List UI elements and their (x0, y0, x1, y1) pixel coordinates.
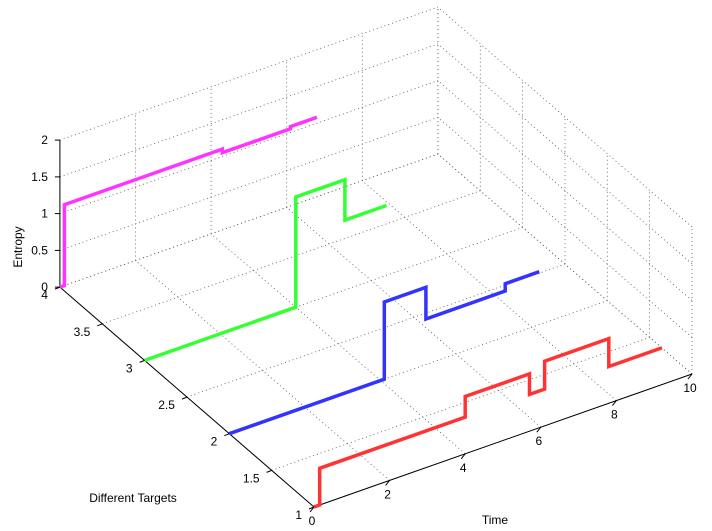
back-wall-gridline-z (59, 117, 439, 251)
y-tick-label: 3 (126, 361, 133, 375)
x-tick-mark (309, 506, 315, 513)
y-tick-mark (308, 506, 315, 510)
floor-gridline-y (102, 190, 481, 325)
back-gridlines (59, 6, 693, 508)
x-tick-mark (612, 400, 617, 406)
x-tick-label: 6 (535, 434, 542, 448)
floor-gridline-y (271, 337, 650, 471)
series-line-target-2 (228, 270, 540, 436)
z-tick-label: 1 (41, 207, 48, 221)
x-tick-label: 0 (309, 514, 316, 528)
z-axis-label: Entropy (11, 226, 25, 267)
x-axis-label: Time (482, 513, 509, 527)
z-tick-label: 1.5 (31, 170, 48, 184)
floor-gridline-y (229, 300, 608, 435)
y-tick-mark (139, 359, 145, 363)
x-tick-label: 10 (683, 381, 697, 395)
side-wall-gridline-z (437, 117, 693, 338)
x-axis-line (313, 373, 693, 508)
y-tick-mark (266, 469, 272, 473)
x-tick-mark (385, 480, 390, 486)
x-tick-mark (460, 453, 466, 460)
x-tick-mark (687, 373, 693, 380)
series-lines (59, 115, 663, 509)
back-wall-gridline-z (59, 43, 439, 178)
x-tick-mark (536, 426, 542, 433)
y-axis-label: Different Targets (89, 491, 177, 505)
side-wall-gridline-z (437, 6, 693, 228)
side-wall-gridline-z (437, 43, 693, 265)
x-tick-label: 2 (384, 487, 391, 501)
floor-gridline-y (144, 227, 523, 361)
y-tick-mark (224, 433, 230, 437)
side-wall-gridline-z (437, 153, 693, 375)
y-tick-label: 3.5 (74, 325, 91, 339)
y-tick-label: 4 (41, 288, 48, 302)
series-line-target-3 (144, 177, 388, 363)
y-tick-label: 2.5 (158, 398, 175, 412)
axes (54, 139, 693, 513)
y-tick-label: 1 (295, 508, 302, 522)
x-tick-label: 4 (460, 461, 467, 475)
back-wall-gridline-z (59, 80, 439, 214)
side-wall-gridline-z (437, 80, 693, 301)
y-tick-mark (181, 396, 188, 400)
y-axis-line (59, 286, 315, 508)
x-tick-label: 8 (611, 408, 618, 422)
back-wall-gridline-z (59, 6, 439, 141)
y-tick-label: 2 (211, 435, 218, 449)
floor-gridline-y (186, 263, 566, 398)
y-tick-label: 1.5 (243, 471, 260, 485)
back-wall-gridline-z (59, 153, 439, 288)
z-tick-label: 2 (41, 133, 48, 147)
series-line-target-1 (313, 336, 663, 509)
z-tick-label: 0 (41, 280, 48, 294)
y-tick-mark (97, 323, 103, 327)
series-line-target-4 (59, 115, 318, 289)
z-tick-label: 0.5 (31, 243, 48, 257)
